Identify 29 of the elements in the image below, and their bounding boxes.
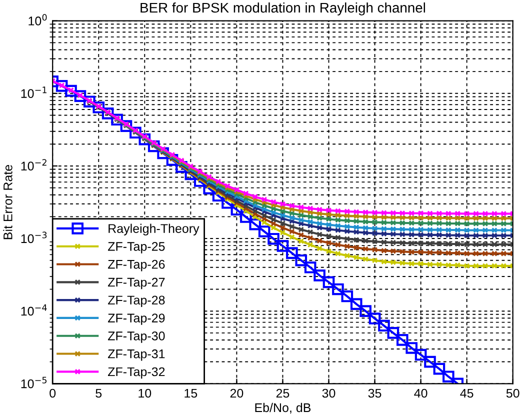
legend-label: ZF-Tap-29 bbox=[108, 314, 165, 325]
x-tick-label: 40 bbox=[414, 388, 428, 398]
y-tick-label: 10$^{−4}$ bbox=[21, 304, 47, 316]
legend-label: ZF-Tap-27 bbox=[108, 278, 165, 290]
x-tick-label: 45 bbox=[460, 388, 474, 398]
x-tick-label: 25 bbox=[276, 388, 290, 398]
legend-label: ZF-Tap-26 bbox=[108, 260, 165, 272]
x-tick-label: 35 bbox=[368, 388, 382, 398]
legend-label: ZF-Tap-30 bbox=[108, 332, 165, 343]
x-tick-label: 0 bbox=[50, 388, 56, 398]
x-axis-title: Eb/No, dB bbox=[255, 402, 311, 414]
legend-label: ZF-Tap-32 bbox=[108, 367, 165, 379]
y-tick-label: 10$^{−1}$ bbox=[21, 86, 46, 98]
x-tick-label: 15 bbox=[184, 388, 198, 398]
y-tick-label: 10$^{−3}$ bbox=[21, 232, 47, 244]
legend-label: ZF-Tap-25 bbox=[108, 242, 165, 254]
chart-title: BER for BPSK modulation in Rayleigh channel bbox=[140, 2, 426, 16]
legend-label: ZF-Tap-31 bbox=[108, 349, 165, 361]
y-tick-label: 10$^{−2}$ bbox=[21, 159, 46, 171]
x-tick-label: 50 bbox=[506, 388, 520, 398]
x-tick-label: 30 bbox=[322, 388, 336, 398]
x-tick-label: 20 bbox=[230, 388, 244, 398]
y-tick-label: 10$^{0}$ bbox=[28, 14, 47, 26]
y-axis-title: Bit Error Rate bbox=[3, 164, 12, 240]
x-tick-label: 5 bbox=[96, 388, 102, 398]
legend-label: Rayleigh-Theory bbox=[108, 224, 200, 236]
x-tick-label: 10 bbox=[138, 388, 152, 398]
y-tick-label: 10$^{−5}$ bbox=[21, 376, 47, 388]
legend-label: ZF-Tap-28 bbox=[108, 296, 165, 308]
